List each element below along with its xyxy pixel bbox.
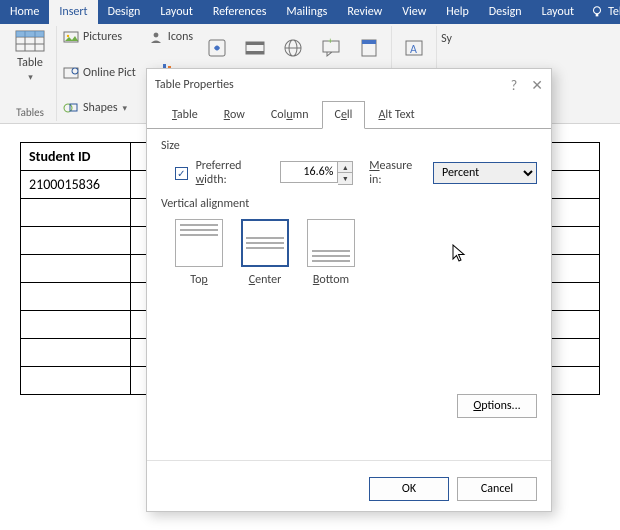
table-icon (14, 30, 46, 54)
dialog-titlebar[interactable]: Table Properties ? ✕ (147, 69, 551, 101)
valign-section-label: Vertical alignment (161, 197, 537, 211)
dialog-title: Table Properties (155, 78, 234, 92)
svg-text:+: + (328, 37, 333, 47)
addins-button[interactable] (201, 32, 233, 64)
dialog-tabs: Table Row Column Cell Alt Text (159, 101, 551, 129)
header-icon (358, 37, 380, 59)
group-label-tables: Tables (10, 106, 50, 119)
dlg-tab-column[interactable]: Column (258, 101, 322, 129)
online-pictures-button[interactable]: Online Pict (63, 62, 136, 84)
tab-label: Row (224, 108, 245, 122)
tab-table-layout[interactable]: Layout (532, 0, 585, 24)
video-icon (244, 37, 266, 59)
shapes-button[interactable]: Shapes ▾ (63, 97, 136, 119)
dlg-tab-alttext[interactable]: Alt Text (365, 101, 427, 129)
tab-layout[interactable]: Layout (150, 0, 203, 24)
tab-review[interactable]: Review (337, 0, 392, 24)
tab-label: Column (271, 108, 309, 122)
options-button[interactable]: Options... (457, 394, 537, 418)
dlg-tab-cell[interactable]: Cell (322, 101, 366, 129)
size-section-label: Size (161, 139, 537, 153)
preferred-width-input[interactable] (280, 161, 338, 183)
cursor-icon (452, 244, 468, 264)
table-button[interactable]: Table ▾ (10, 26, 50, 87)
preferred-width-spinner[interactable]: ▲▼ (280, 161, 353, 185)
tab-table-design[interactable]: Design (479, 0, 532, 24)
tab-home[interactable]: Home (0, 0, 49, 24)
size-row: ✓ Preferred width: ▲▼ Measure in: Percen… (175, 159, 537, 187)
valign-center[interactable]: Center (241, 219, 289, 287)
chevron-down-icon: ▾ (28, 72, 33, 83)
spin-up-icon[interactable]: ▲ (338, 162, 352, 173)
comment-icon: + (320, 37, 342, 59)
tab-insert[interactable]: Insert (49, 0, 97, 24)
group-tables: Table ▾ Tables (4, 26, 57, 121)
header-student-id[interactable]: Student ID (21, 143, 131, 171)
help-icon[interactable]: ? (511, 77, 518, 94)
close-icon[interactable]: ✕ (531, 77, 543, 94)
link-icon (282, 37, 304, 59)
tell-me-label: Tell (608, 5, 620, 19)
ok-button[interactable]: OK (369, 477, 449, 501)
preferred-width-checkbox[interactable]: ✓ (175, 167, 188, 180)
chevron-down-icon: ▾ (123, 103, 128, 114)
cancel-button[interactable]: Cancel (457, 477, 537, 501)
tab-references[interactable]: References (203, 0, 277, 24)
header-button[interactable] (353, 32, 385, 64)
svg-text:A: A (410, 43, 417, 57)
tab-view[interactable]: View (392, 0, 436, 24)
tab-label: Alt Text (378, 108, 414, 122)
icons-icon (148, 29, 164, 45)
tell-me[interactable]: Tell (584, 0, 620, 24)
textbox-button[interactable]: A (398, 32, 430, 64)
valign-top-label: Top (190, 273, 207, 287)
ribbon-tabs: Home Insert Design Layout References Mai… (0, 0, 620, 24)
spin-down-icon[interactable]: ▼ (338, 173, 352, 184)
comment-button[interactable]: + (315, 32, 347, 64)
cell[interactable]: 2100015836 (21, 171, 131, 199)
valign-top[interactable]: Top (175, 219, 223, 287)
pictures-button[interactable]: Pictures (63, 26, 136, 48)
pictures-label: Pictures (83, 30, 122, 44)
measure-in-select[interactable]: Percent (433, 162, 537, 184)
shapes-icon (63, 100, 79, 116)
online-video-button[interactable] (239, 32, 271, 64)
valign-options: Top Center Bottom (175, 219, 537, 287)
tab-help[interactable]: Help (436, 0, 479, 24)
measure-in-label: Measure in: (369, 159, 425, 187)
dlg-tab-table[interactable]: Table (159, 101, 211, 129)
valign-center-label: Center (249, 273, 282, 287)
table-button-label: Table (17, 56, 43, 70)
icons-label: Icons (168, 30, 193, 44)
online-pictures-icon (63, 65, 79, 81)
link-button[interactable] (277, 32, 309, 64)
tab-design[interactable]: Design (98, 0, 151, 24)
textbox-icon: A (403, 37, 425, 59)
group-illustrations: Pictures Online Pict Shapes ▾ (57, 26, 142, 121)
lightbulb-icon (590, 5, 604, 19)
pictures-icon (63, 29, 79, 45)
shapes-label: Shapes (83, 101, 118, 115)
tab-label: Table (172, 108, 198, 122)
online-pictures-label: Online Pict (83, 66, 136, 80)
table-properties-dialog: Table Properties ? ✕ Table Row Column Ce… (146, 68, 552, 512)
preferred-width-label: Preferred width: (196, 159, 273, 187)
addins-icon (206, 37, 228, 59)
valign-bottom-label: Bottom (313, 273, 349, 287)
dialog-body: Size ✓ Preferred width: ▲▼ Measure in: P… (147, 129, 551, 388)
icons-button[interactable]: Icons (148, 26, 193, 48)
valign-bottom[interactable]: Bottom (307, 219, 355, 287)
tab-label: Cell (335, 108, 353, 122)
dlg-tab-row[interactable]: Row (211, 101, 258, 129)
tab-mailings[interactable]: Mailings (276, 0, 337, 24)
